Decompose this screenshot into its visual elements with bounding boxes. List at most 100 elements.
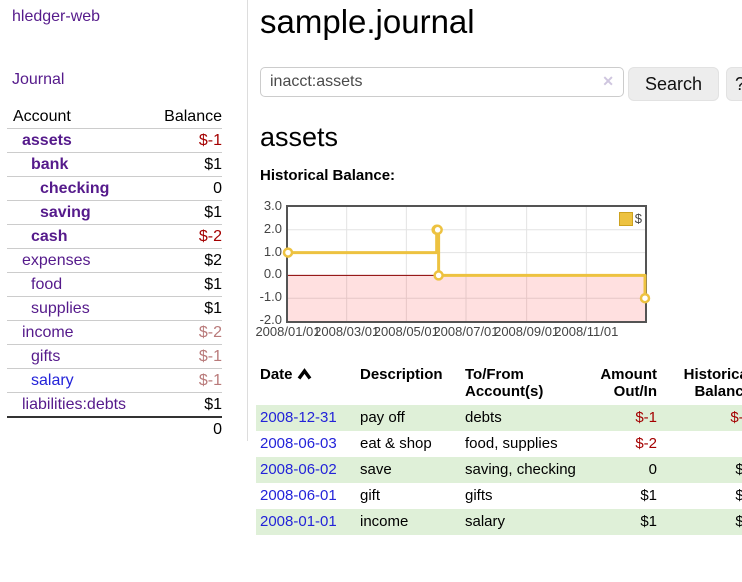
legend-label: $ [634,211,642,226]
account-row: bank $1 [7,152,222,177]
account-link[interactable]: supplies [31,300,90,317]
page-title: sample.journal [260,3,475,40]
account-link[interactable]: food [31,276,63,293]
transaction-cell: 2008-06-03 [256,431,360,457]
transaction-cell: $2 [735,487,742,504]
account-link[interactable]: salary [31,372,74,389]
account-balance: $-2 [160,320,222,345]
account-link[interactable]: gifts [31,348,61,365]
accounts-table-account-header: Account [7,105,160,129]
register-header-date: Date [256,364,360,405]
chart-legend: $ [618,211,642,226]
account-link[interactable]: bank [31,156,69,173]
y-axis-tick-label: -2.0 [259,312,282,327]
transaction-date-link[interactable]: 2008-01-01 [260,513,337,530]
accounts-table-balance-header: Balance [160,105,222,129]
accounts-total-value: 0 [213,421,222,438]
transaction-cell: food, supplies [465,435,558,452]
account-link[interactable]: cash [31,228,68,245]
account-balance: $-1 [160,344,222,369]
account-row: gifts $-1 [7,344,222,369]
account-balance: $1 [160,296,222,321]
legend-swatch-icon [618,211,633,226]
x-axis-tick-label: 2008/05/01 [373,324,439,339]
transaction-cell: salary [465,509,577,535]
account-balance: $1 [160,272,222,297]
account-balance: $1 [160,200,222,225]
x-axis-tick-label: 2008/11/01 [554,324,619,339]
register-header-amount: Amount Out/In [600,366,657,400]
sort-ascending-icon [297,368,311,380]
account-balance: $2 [160,248,222,273]
account-row: cash $-2 [7,224,222,249]
account-balance: $1 [160,392,222,418]
transaction-cell: pay off [360,405,465,431]
x-axis-tick-label: 2008/09/01 [494,324,560,339]
transaction-cell: eat & shop [360,435,432,452]
account-row: expenses $2 [7,248,222,273]
transaction-row: 2008-06-01 gift gifts $1 $2 [256,483,742,509]
chart-title: Historical Balance: [260,167,396,184]
transaction-row: 2008-06-03 eat & shop food, supplies $-20 [256,431,742,457]
transaction-cell: 0 [657,431,742,457]
account-row: saving $1 [7,200,222,225]
account-row: income $-2 [7,320,222,345]
transaction-cell: save [360,457,465,483]
transaction-cell: $-2 [635,435,657,452]
search-button[interactable]: Search [628,67,720,101]
search-input[interactable] [260,67,624,97]
y-axis-tick-label: 1.0 [263,243,282,259]
transaction-cell: gift [360,487,381,504]
sidebar-nav: Journal [12,71,236,89]
transaction-cell: 2008-01-01 [256,509,360,535]
account-link[interactable]: saving [40,204,91,221]
transaction-cell: saving, checking [465,457,577,483]
account-link[interactable]: expenses [22,252,91,269]
chart-plot-area: $ [282,205,651,323]
main-content: sample.journal ✕ Search ? assets Histori… [248,0,742,535]
transaction-cell: $-1 [657,405,742,431]
account-balance: $-2 [160,224,222,249]
transaction-cell: debts [465,405,577,431]
account-row: checking 0 [7,176,222,201]
balance-chart: $ 3.0 2.0 1.0 0.0 -1.0 -2.0 2008/01/01 2008/03/… [255,198,742,344]
account-heading: assets [260,122,339,152]
account-link[interactable]: assets [22,132,72,149]
help-button[interactable]: ? [726,67,742,101]
transaction-date-link[interactable]: 2008-12-31 [260,409,337,426]
account-balance: $1 [160,152,222,177]
y-axis-tick-label: 2.0 [263,220,282,236]
account-link[interactable]: liabilities:debts [22,396,127,413]
register-header-description: Description [360,366,443,383]
transaction-cell: 0 [577,457,657,483]
clear-search-icon[interactable]: ✕ [602,73,614,89]
register-header-balance: Historical Balance [683,366,742,400]
account-row: liabilities:debts $1 [7,392,222,418]
transaction-cell: $-1 [577,405,657,431]
app-title: hledger-web [12,8,236,26]
account-link[interactable]: income [22,324,74,341]
transaction-cell: gifts [465,487,493,504]
y-axis-tick-label: 3.0 [263,198,282,213]
y-axis-tick-label: -1.0 [259,289,282,305]
page: hledger-web Journal Account Balance asse… [7,0,742,535]
transaction-date-link[interactable]: 2008-06-01 [260,487,337,504]
transaction-cell: 2008-12-31 [256,405,360,431]
account-row: assets $-1 [7,128,222,153]
sidebar-item-journal[interactable]: Journal [12,71,65,88]
app-title-link[interactable]: hledger-web [12,8,101,25]
register-header-accounts: To/From Account(s) [465,366,544,400]
account-link[interactable]: checking [40,180,110,197]
x-axis-tick-label: 2008/07/01 [433,324,499,339]
transaction-date-link[interactable]: 2008-06-02 [260,461,337,478]
transaction-date-link[interactable]: 2008-06-03 [260,435,337,452]
transaction-cell: $1 [577,509,657,535]
register-table: Date Description To/From Account(s) Amou… [256,364,742,535]
account-balance: $-1 [160,128,222,153]
y-axis-tick-label: 0.0 [263,266,282,282]
transaction-cell: 2008-06-01 [256,483,360,509]
transaction-cell: income [360,509,465,535]
